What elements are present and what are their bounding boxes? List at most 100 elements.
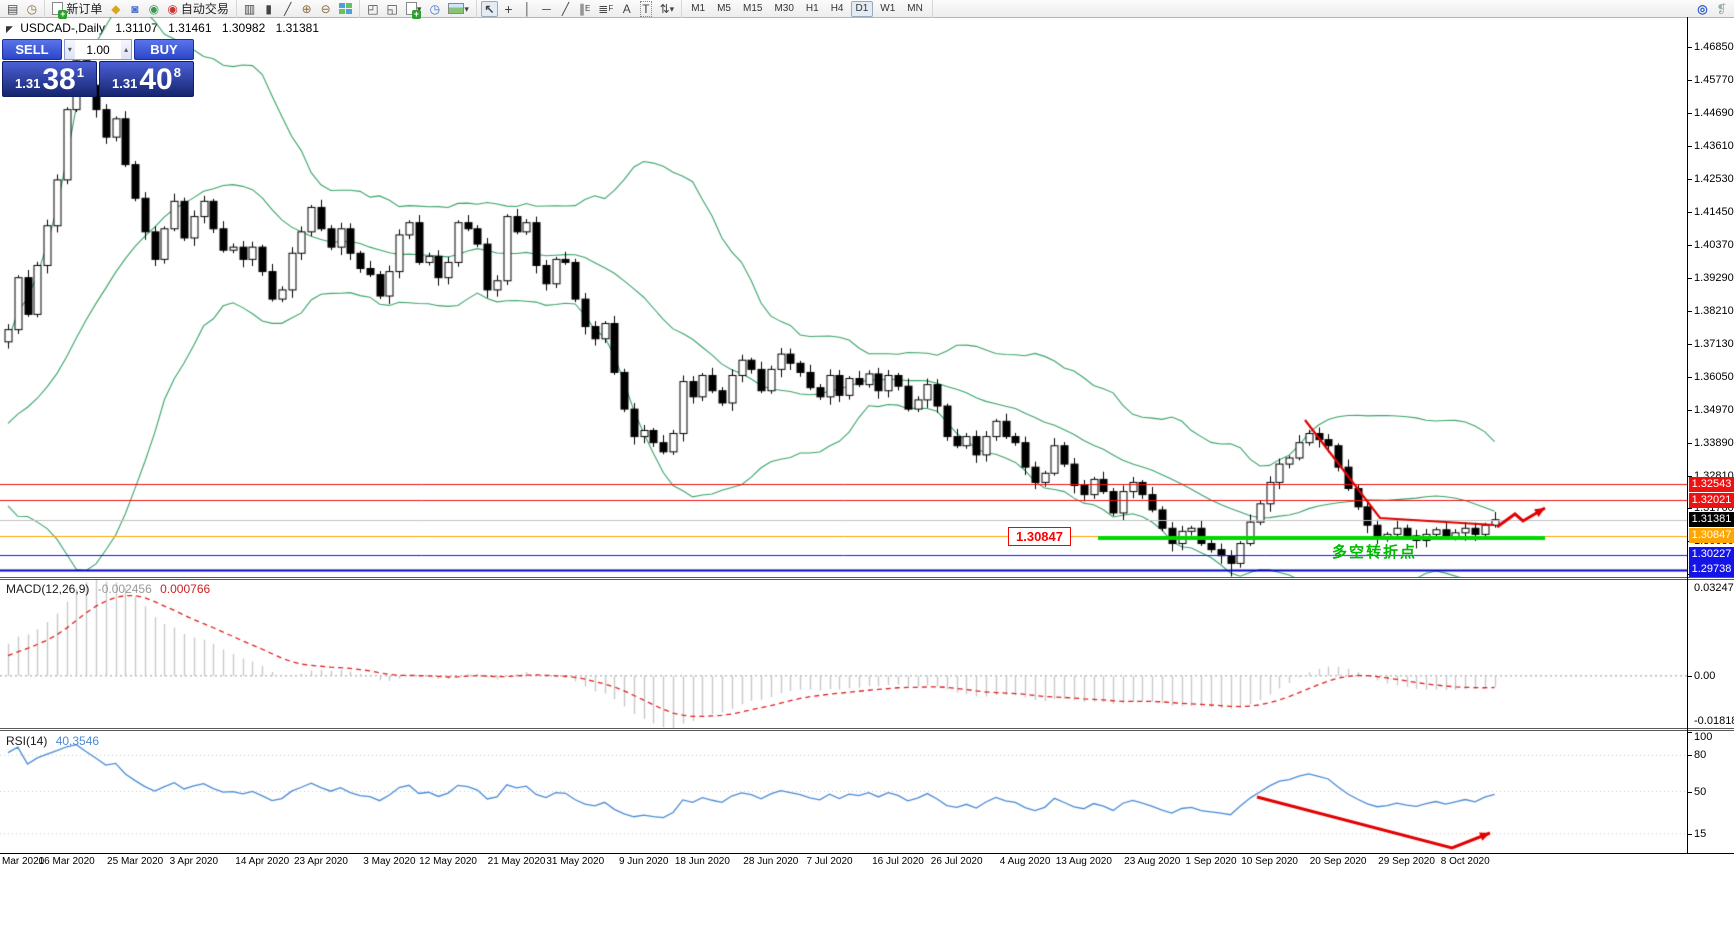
fibonacci-tool[interactable]: ≣ F xyxy=(598,1,614,16)
bar-chart-icon[interactable]: ▥ xyxy=(243,1,256,16)
rsi-axis-label: 100 xyxy=(1694,731,1713,743)
metaeditor-icon[interactable]: ◆ xyxy=(111,1,121,16)
price-tick-mark xyxy=(1688,508,1692,509)
macd-pane-separator[interactable] xyxy=(0,577,1734,580)
price-tick-label: 1.40370 xyxy=(1694,239,1734,251)
price-level-badge: 1.31381 xyxy=(1689,512,1734,527)
channel-tool[interactable]: ∥ E xyxy=(578,1,591,16)
date-axis-label: 28 Jun 2020 xyxy=(743,856,799,867)
date-axis-label: 4 Aug 2020 xyxy=(999,856,1051,867)
vertical-line-tool[interactable]: │ xyxy=(523,1,532,16)
zoom-out-icon[interactable]: ⊖ xyxy=(320,1,331,16)
price-tick-mark xyxy=(1688,146,1692,147)
tile-windows-icon[interactable] xyxy=(336,1,355,17)
timeframe-h4[interactable]: H4 xyxy=(830,2,844,14)
price-tick-mark xyxy=(1688,344,1692,345)
rsi-pane-separator[interactable] xyxy=(0,728,1734,731)
toolbar-group-right: ◎ ❡ xyxy=(1690,0,1734,18)
date-axis-label: 29 Sep 2020 xyxy=(1378,856,1435,867)
date-axis-label: 3 May 2020 xyxy=(363,856,416,867)
period-clock-icon[interactable]: ◷ xyxy=(429,1,441,16)
charts-list-icon[interactable]: ▤ xyxy=(7,1,19,16)
cursor-tool[interactable]: ↖ xyxy=(480,0,498,17)
bid-big-digits: 38 xyxy=(42,63,76,96)
price-tick-mark xyxy=(1688,443,1692,444)
price-tick-label: 1.43610 xyxy=(1694,140,1734,152)
crosshair-tool[interactable]: + xyxy=(504,0,513,17)
macd-name: MACD(12,26,9) xyxy=(6,582,90,596)
price-tick-label: 1.39290 xyxy=(1694,272,1734,284)
ask-price-panel[interactable]: 1.31 40 8 xyxy=(99,61,194,97)
ask-big-digits: 40 xyxy=(139,63,173,96)
turning-point-annotation[interactable]: 多空转折点 xyxy=(1332,544,1418,561)
timeframe-m1[interactable]: M1 xyxy=(691,2,706,14)
rsi-indicator-label: RSI(14) 40.3546 xyxy=(6,734,99,748)
volume-decrease-button[interactable]: ▾ xyxy=(65,40,75,59)
timeframe-d1[interactable]: D1 xyxy=(850,0,874,17)
zoom-in-icon[interactable]: ⊕ xyxy=(301,1,312,16)
add-indicator-button[interactable]: ▾ xyxy=(403,1,425,19)
macd-main-value: -0.002456 xyxy=(97,582,152,596)
text-label-tool[interactable]: T xyxy=(640,0,652,17)
new-order-label: 新订单 xyxy=(66,1,103,16)
trendline-tool[interactable]: ╱ xyxy=(561,1,570,16)
arrows-tool[interactable]: ⇅ ▾ xyxy=(659,1,675,16)
rsi-axis-tick xyxy=(1688,732,1692,733)
rsi-axis-label: 15 xyxy=(1694,828,1707,840)
date-axis-label: 20 Sep 2020 xyxy=(1309,856,1367,867)
price-tick-mark xyxy=(1688,278,1692,279)
buy-button[interactable]: BUY xyxy=(134,39,194,60)
price-tick-mark xyxy=(1688,311,1692,312)
text-tool[interactable]: A xyxy=(622,1,631,16)
bid-price-panel[interactable]: 1.31 38 1 xyxy=(2,61,97,97)
timeframe-w1[interactable]: W1 xyxy=(880,2,896,14)
ask-pip-digit: 8 xyxy=(173,65,181,80)
terminal-icon[interactable]: ◙ xyxy=(131,1,139,16)
market-watch-icon[interactable]: ◷ xyxy=(26,1,38,16)
date-axis-label: 13 Aug 2020 xyxy=(1055,856,1112,867)
toolbar-group-order: 新订单 ◆ ◙ ◉ ◉ 自动交易 xyxy=(45,0,237,19)
date-axis-label: 25 Mar 2020 xyxy=(107,856,164,867)
macd-pane-canvas[interactable] xyxy=(0,580,1687,728)
chat-icon[interactable]: ❡ xyxy=(1716,1,1727,16)
timeframe-m5[interactable]: M5 xyxy=(717,2,731,14)
date-axis-label: 3 Apr 2020 xyxy=(169,856,218,867)
price-tick-label: 1.45770 xyxy=(1694,74,1734,86)
cascade-windows-icon[interactable]: ◰ xyxy=(367,1,379,16)
volume-increase-button[interactable]: ▴ xyxy=(121,40,131,59)
timeframe-mn[interactable]: MN xyxy=(907,2,923,14)
autotrading-button[interactable]: ◉ 自动交易 xyxy=(164,1,232,17)
timeframe-h1[interactable]: H1 xyxy=(805,2,819,14)
new-order-button[interactable]: 新订单 xyxy=(49,1,105,19)
horizontal-line-tool[interactable]: ─ xyxy=(542,1,551,16)
price-tick-mark xyxy=(1688,80,1692,81)
macd-axis-max: 0.032478 xyxy=(1694,582,1734,594)
arrange-windows-icon[interactable]: ◱ xyxy=(386,1,398,16)
rsi-axis-tick xyxy=(1688,834,1692,835)
candlestick-chart-icon[interactable]: ▮ xyxy=(265,1,272,16)
price-tick-mark xyxy=(1688,47,1692,48)
line-chart-icon[interactable]: ╱ xyxy=(284,1,292,16)
price-axis-border xyxy=(1687,17,1688,853)
date-axis-label: 16 Mar 2020 xyxy=(38,856,95,867)
price-tick-label: 1.33890 xyxy=(1694,437,1734,449)
macd-axis-min: -0.018182 xyxy=(1694,715,1734,727)
rsi-pane-canvas[interactable] xyxy=(0,731,1687,852)
support-price-annotation[interactable]: 1.30847 xyxy=(1008,527,1071,546)
date-axis-label: 18 Jun 2020 xyxy=(674,856,730,867)
date-axis-label: 16 Jul 2020 xyxy=(872,856,924,867)
price-chart-canvas[interactable] xyxy=(0,17,1687,578)
search-icon[interactable]: ◎ xyxy=(1697,1,1708,16)
macd-axis-zero-tick xyxy=(1688,676,1692,677)
price-tick-label: 1.34970 xyxy=(1694,404,1734,416)
timeframe-m15[interactable]: M15 xyxy=(743,2,763,14)
template-button[interactable]: ▾ xyxy=(445,1,472,17)
date-axis-label: 10 Sep 2020 xyxy=(1241,856,1298,867)
price-tick-mark xyxy=(1688,377,1692,378)
sell-button[interactable]: SELL xyxy=(2,39,62,60)
volume-input[interactable] xyxy=(74,42,122,57)
toolbar-group-chart-type: ▥ ▮ ╱ ⊕ ⊖ xyxy=(237,0,361,18)
timeframe-m30[interactable]: M30 xyxy=(774,2,794,14)
date-axis-label: 7 Jul 2020 xyxy=(806,856,853,867)
signals-icon[interactable]: ◉ xyxy=(148,1,160,16)
